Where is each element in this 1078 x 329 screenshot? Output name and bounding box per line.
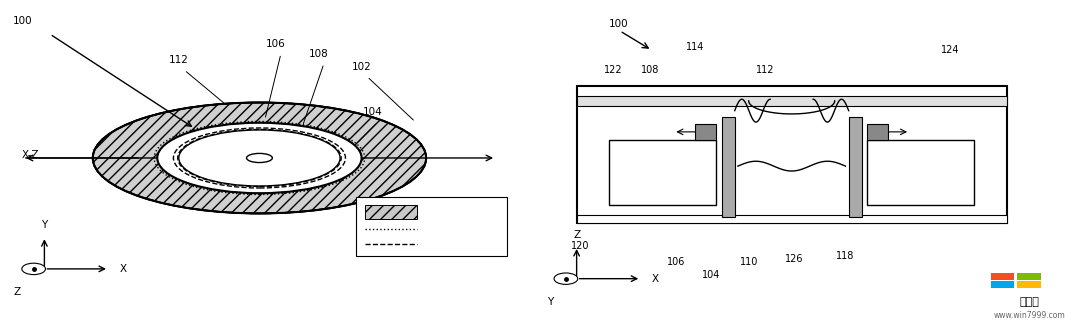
Bar bbox=[577, 96, 1007, 106]
Text: X-Z: X-Z bbox=[22, 150, 39, 160]
Text: Magnet: Magnet bbox=[419, 207, 456, 217]
Text: Y: Y bbox=[547, 297, 553, 307]
Bar bbox=[991, 273, 1014, 280]
Text: 104: 104 bbox=[702, 270, 720, 280]
Text: Voice Coil: Voice Coil bbox=[419, 239, 467, 249]
Text: X: X bbox=[120, 264, 127, 274]
Bar bbox=[364, 205, 417, 219]
Text: 110: 110 bbox=[740, 257, 758, 267]
Text: www.win7999.com: www.win7999.com bbox=[994, 311, 1065, 320]
Ellipse shape bbox=[93, 103, 426, 214]
Ellipse shape bbox=[157, 123, 361, 193]
Text: Z: Z bbox=[573, 230, 580, 240]
Bar bbox=[577, 215, 1007, 223]
Text: 102: 102 bbox=[911, 168, 930, 178]
Ellipse shape bbox=[179, 130, 340, 186]
Bar bbox=[991, 281, 1014, 289]
Bar bbox=[577, 86, 1007, 223]
Text: 106: 106 bbox=[265, 39, 286, 49]
Text: 120: 120 bbox=[570, 241, 589, 251]
Text: 122: 122 bbox=[604, 65, 622, 75]
Text: Z: Z bbox=[14, 287, 22, 297]
Text: 102: 102 bbox=[653, 168, 672, 178]
Text: 108: 108 bbox=[640, 65, 659, 75]
Text: 108: 108 bbox=[308, 49, 329, 59]
Text: 112: 112 bbox=[169, 55, 189, 65]
Text: 102: 102 bbox=[351, 62, 372, 72]
Text: Y: Y bbox=[41, 220, 47, 230]
Bar bbox=[1018, 281, 1041, 289]
Bar bbox=[867, 124, 888, 140]
Text: 106: 106 bbox=[667, 257, 686, 267]
Text: 126: 126 bbox=[785, 254, 803, 264]
Text: 124: 124 bbox=[940, 45, 959, 55]
Text: 112: 112 bbox=[756, 65, 774, 75]
Text: 114: 114 bbox=[686, 42, 704, 52]
Bar bbox=[1018, 273, 1041, 280]
Text: 118: 118 bbox=[837, 251, 855, 261]
Bar bbox=[695, 124, 717, 140]
Bar bbox=[356, 197, 507, 256]
Text: 100: 100 bbox=[609, 19, 628, 29]
Text: 100: 100 bbox=[13, 16, 32, 26]
Bar bbox=[722, 117, 735, 217]
Ellipse shape bbox=[554, 273, 578, 284]
Bar bbox=[867, 140, 975, 205]
Text: 104: 104 bbox=[362, 107, 383, 117]
Bar bbox=[848, 117, 861, 217]
Ellipse shape bbox=[22, 263, 45, 275]
Text: X: X bbox=[652, 274, 659, 284]
Ellipse shape bbox=[157, 123, 361, 193]
Bar bbox=[609, 140, 717, 205]
Text: 系统粉: 系统粉 bbox=[1020, 297, 1039, 307]
Text: 110: 110 bbox=[265, 143, 286, 153]
Text: Membrane: Membrane bbox=[419, 224, 472, 235]
